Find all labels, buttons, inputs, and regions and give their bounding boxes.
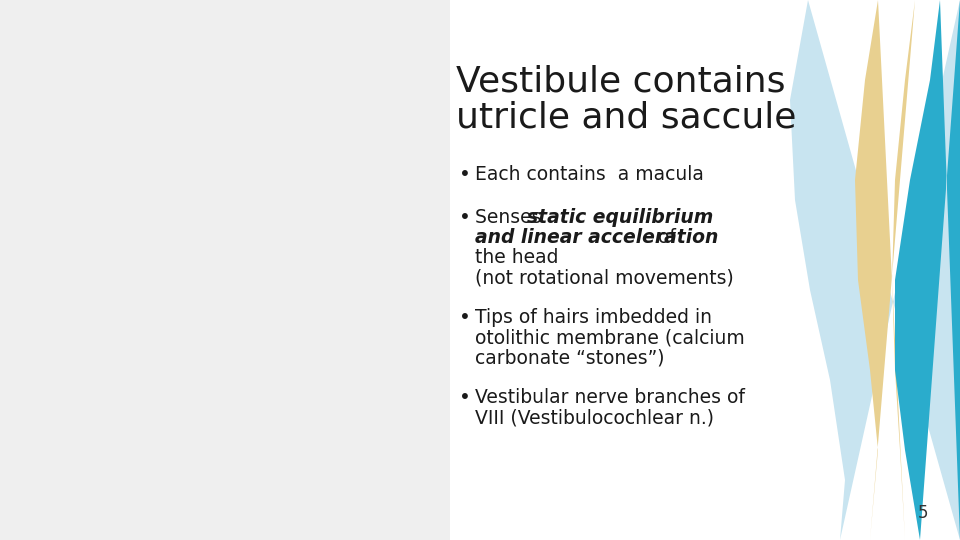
Text: •: • [459,308,470,327]
Text: 5: 5 [918,504,928,522]
Text: of: of [652,228,676,247]
Bar [0,0,450,540]
Text: Vestibular nerve branches of: Vestibular nerve branches of [475,388,745,407]
Text: the head: the head [475,248,559,267]
Text: •: • [459,208,470,227]
Text: •: • [459,165,470,184]
Text: static equilibrium: static equilibrium [527,208,713,227]
Text: Each contains  a macula: Each contains a macula [475,165,704,184]
Polygon shape [790,0,960,540]
Text: VIII (Vestibulocochlear n.): VIII (Vestibulocochlear n.) [475,408,714,427]
Text: carbonate “stones”): carbonate “stones”) [475,348,664,367]
Text: Vestibule contains: Vestibule contains [456,65,785,99]
Text: Tips of hairs imbedded in: Tips of hairs imbedded in [475,308,712,327]
Polygon shape [895,0,960,540]
Text: •: • [459,388,470,407]
Text: otolithic membrane (calcium: otolithic membrane (calcium [475,328,745,347]
Text: utricle and saccule: utricle and saccule [456,101,797,135]
Text: and linear acceleration: and linear acceleration [475,228,718,247]
Text: Senses: Senses [475,208,547,227]
Polygon shape [855,0,915,540]
Text: (not rotational movements): (not rotational movements) [475,268,733,287]
